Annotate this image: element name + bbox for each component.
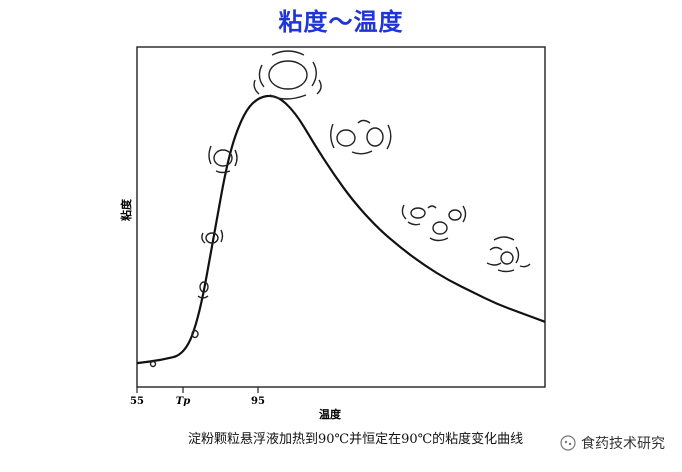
x-tick-label: Tp	[176, 396, 190, 407]
granule-sketches	[149, 50, 531, 368]
figure-caption: 淀粉颗粒悬浮液加热到90℃并恒定在90℃的粘度变化曲线	[188, 432, 524, 447]
plot-frame	[136, 46, 546, 388]
page-title: 粘度～温度	[278, 8, 404, 36]
y-axis-label: 粘度	[119, 198, 133, 221]
viscosity-curve	[136, 94, 546, 365]
wechat-icon	[560, 435, 576, 451]
x-axis-label: 温度	[319, 407, 342, 421]
watermark: 食药技术研究	[557, 432, 668, 454]
x-tick-label: 95	[251, 396, 265, 407]
watermark-text: 食药技术研究	[581, 436, 665, 452]
x-tick-label: 55	[130, 396, 144, 407]
